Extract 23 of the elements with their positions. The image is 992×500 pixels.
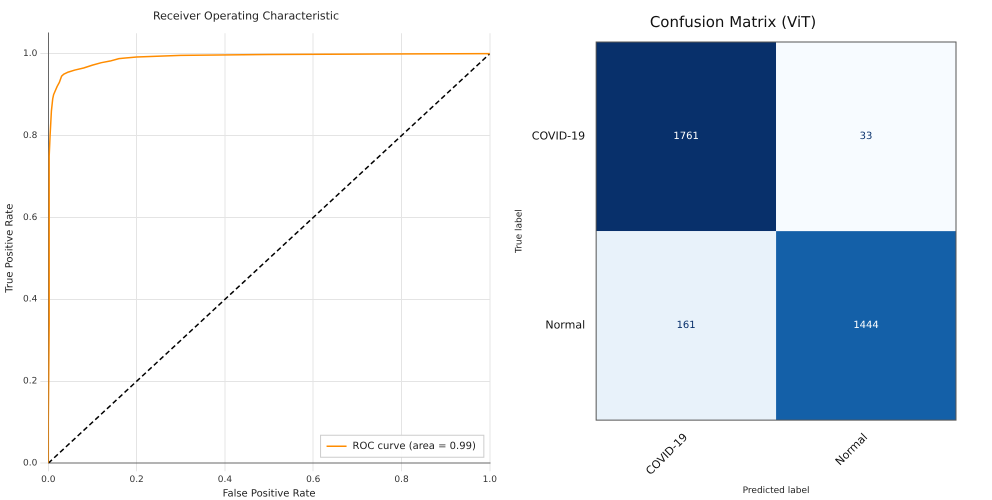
x-tick-label: 0.2 <box>129 474 144 485</box>
x-tick-label: 0.6 <box>306 474 321 485</box>
x-tick-label: 1.0 <box>482 474 498 485</box>
y-tick-label: 0.2 <box>22 376 38 387</box>
data-label: 1444 <box>853 320 879 332</box>
legend-label: ROC curve (area = 0.99) <box>352 440 476 452</box>
y-axis-title: True label <box>514 209 525 254</box>
y-axis-title: True Positive Rate <box>4 204 16 294</box>
x-tick-label: 0.0 <box>41 474 56 485</box>
y-tick-label: 0.0 <box>22 458 38 469</box>
data-label: 161 <box>676 320 696 332</box>
data-label: 1761 <box>673 131 699 142</box>
y-tick-label: 0.8 <box>22 130 38 141</box>
x-axis-title: Predicted label <box>742 486 810 496</box>
chart-title: Receiver Operating Characteristic <box>152 9 340 22</box>
chart-title: Confusion Matrix (ViT) <box>650 12 816 31</box>
data-label: 33 <box>860 131 872 142</box>
x-tick-label: 0.4 <box>218 474 232 485</box>
y-tick-label: 0.4 <box>22 294 38 305</box>
x-tick-label: 0.8 <box>394 474 409 485</box>
x-axis-title: False Positive Rate <box>222 488 316 500</box>
y-tick-label: 1.0 <box>22 49 38 60</box>
y-tick-label: 0.6 <box>22 212 38 223</box>
